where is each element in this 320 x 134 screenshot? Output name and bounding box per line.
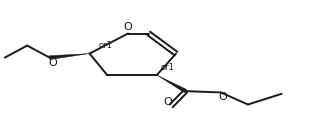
Polygon shape bbox=[157, 75, 187, 93]
Text: or1: or1 bbox=[161, 63, 175, 72]
Text: O: O bbox=[164, 97, 172, 107]
Text: O: O bbox=[48, 58, 57, 68]
Text: O: O bbox=[124, 23, 132, 33]
Text: or1: or1 bbox=[99, 41, 112, 50]
Polygon shape bbox=[49, 54, 90, 59]
Text: O: O bbox=[219, 92, 227, 103]
